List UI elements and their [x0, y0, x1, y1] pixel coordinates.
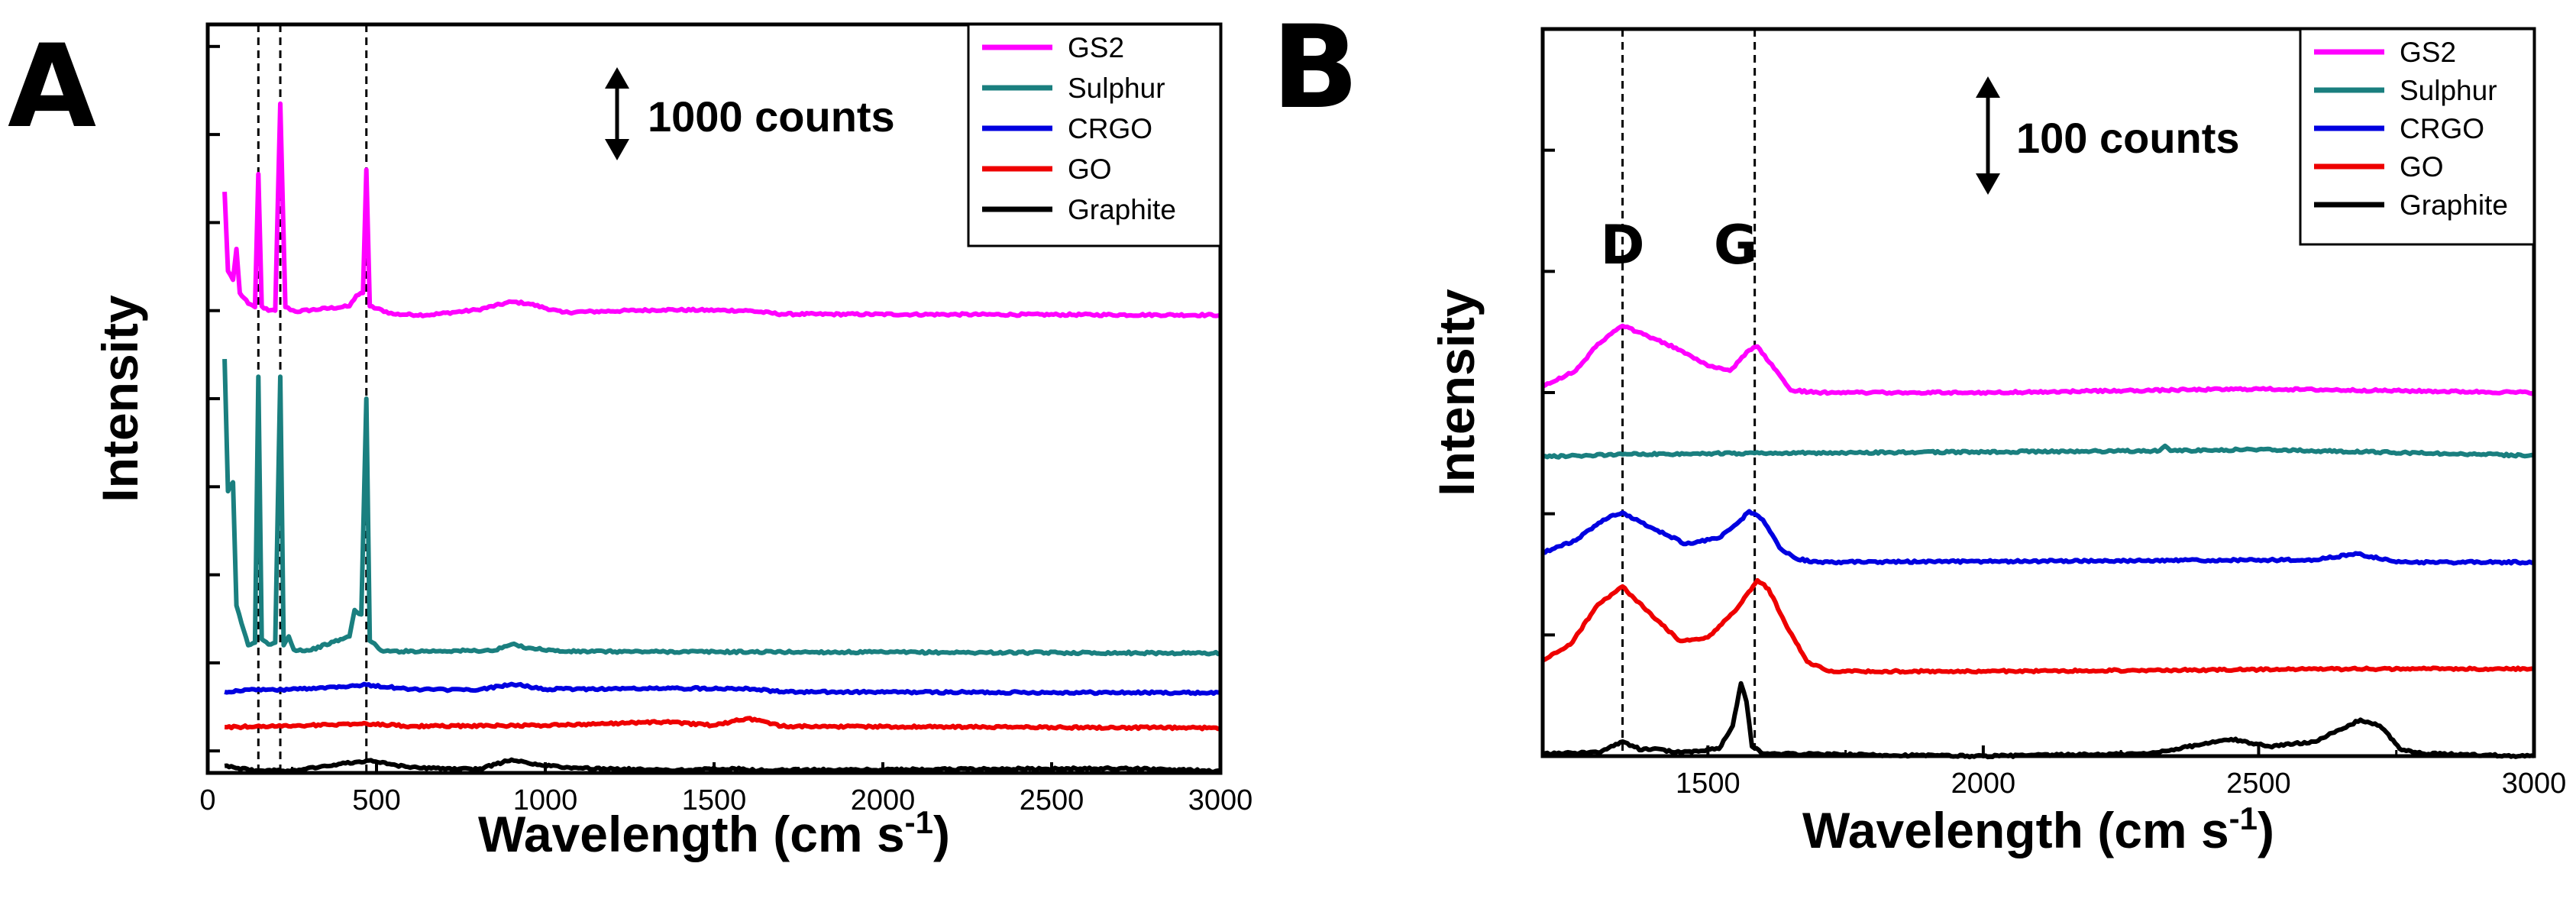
panel-a-label: A — [8, 21, 96, 154]
panel-b-legend-box — [2299, 27, 2536, 246]
panel-a-scale-bar: 1000 counts — [605, 67, 895, 160]
panel-a-xlabel-main: Wavelength (cm s — [478, 806, 905, 862]
panel-b-label: B — [1272, 2, 1359, 134]
panel-a-scale-arrow-down — [605, 139, 629, 160]
panel-a-legend-label-sulphur: Sulphur — [1068, 73, 1165, 104]
panel-a: A 0 500 1000 1500 2000 2500 3000 Intensity Wav… — [8, 21, 1252, 862]
panel-a-xlabel: Wavelength (cm s-1) — [478, 804, 950, 862]
panel-b-series-graphite — [1542, 681, 2535, 760]
panel-b-ylabel: Intensity — [1428, 289, 1485, 496]
panel-b-scale-bar: 100 counts — [1976, 76, 2240, 195]
panel-b-scale-label: 100 counts — [2016, 114, 2240, 162]
panel-b-xlabel-sup: -1 — [2229, 800, 2258, 836]
panel-b-legend-label-graphite: Graphite — [2400, 189, 2508, 221]
panel-a-ticks: 0 500 1000 1500 2000 2500 3000 — [199, 44, 1253, 816]
panel-b-scale-arrow-up — [1976, 76, 2000, 98]
panel-a-ylabel: Intensity — [92, 295, 148, 503]
panel-a-legend-label-graphite: Graphite — [1068, 194, 1176, 225]
panel-a-legend-label-crgo: CRGO — [1068, 113, 1152, 144]
panel-b-xlabel-main: Wavelength (cm s — [1802, 802, 2229, 858]
panel-b-xlabel-close: ) — [2258, 802, 2274, 858]
panel-b-peak-label-d: D — [1601, 214, 1645, 276]
panel-b-legend-label-crgo: CRGO — [2400, 113, 2484, 144]
panel-b-legend-label-sulphur: Sulphur — [2400, 75, 2497, 106]
panel-b-series — [1541, 323, 2536, 760]
panel-a-x-tick-label: 1000 — [513, 784, 578, 816]
panel-b-series-go — [1541, 577, 2535, 675]
panel-b-legend-label-gs2: GS2 — [2400, 37, 2456, 68]
panel-b-xlabel: Wavelength (cm s-1) — [1802, 800, 2274, 858]
panel-b-series-sulphur — [1542, 443, 2535, 460]
panel-b-plot-frame — [1540, 27, 2536, 758]
panel-a-plot — [257, 24, 368, 773]
panel-a-xlabel-sup: -1 — [905, 804, 933, 840]
panel-a-x-tick-label: 2000 — [851, 784, 916, 816]
panel-a-legend-label-go: GO — [1068, 154, 1112, 185]
panel-a-series-gs2 — [222, 101, 1221, 318]
panel-b-x-tick-label: 3000 — [2502, 768, 2567, 800]
panel-b-x-tick-label: 1500 — [1676, 768, 1740, 800]
panel-b-scale-arrow-down — [1976, 173, 2000, 195]
panel-b-ticks: 1500 2000 2500 3000 — [1543, 27, 2567, 800]
panel-a-scale-arrow-up — [605, 67, 629, 89]
panel-a-plot-frame — [205, 22, 1223, 775]
panel-a-legend-label-gs2: GS2 — [1068, 32, 1124, 63]
panel-a-series — [222, 101, 1222, 774]
panel-a-x-tick-label: 3000 — [1188, 784, 1253, 816]
panel-a-series-go — [225, 716, 1222, 732]
panel-a-x-tick-label: 500 — [352, 784, 400, 816]
panel-a-series-sulphur — [222, 359, 1221, 657]
panel-a-x-tick-label: 2500 — [1020, 784, 1084, 816]
panel-b-legend-label-go: GO — [2400, 151, 2444, 183]
panel-a-legend: GS2 Sulphur CRGO GO Graphite — [967, 23, 1222, 247]
panel-b-x-tick-label: 2000 — [1951, 768, 2016, 800]
panel-b-series-crgo — [1542, 509, 2535, 566]
panel-b-legend: GS2 Sulphur CRGO GO Graphite — [2299, 27, 2536, 246]
panel-a-series-graphite — [224, 757, 1221, 774]
panel-b-series-gs2 — [1541, 323, 2536, 396]
panel-a-x-tick-label: 0 — [199, 784, 215, 816]
panel-a-x-tick-label: 1500 — [682, 784, 747, 816]
panel-a-xlabel-close: ) — [933, 806, 950, 862]
panel-a-series-crgo — [224, 681, 1221, 697]
panel-a-scale-label: 1000 counts — [648, 92, 895, 141]
panel-b-peak-label-g: G — [1714, 214, 1757, 276]
panel-b-x-tick-label: 2500 — [2226, 768, 2291, 800]
